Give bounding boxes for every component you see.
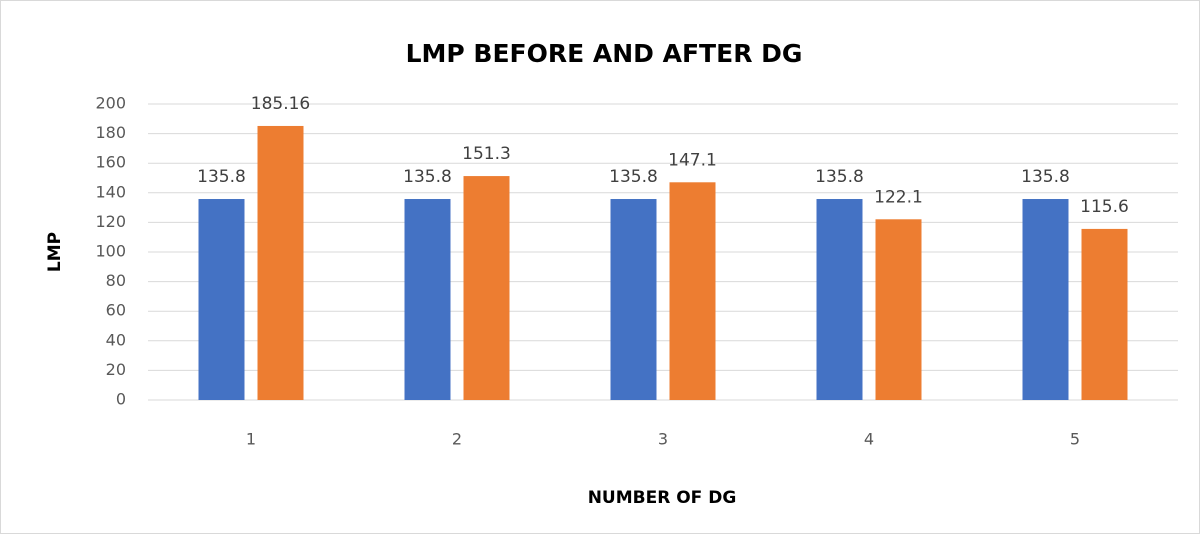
data-label: 135.8 — [609, 167, 658, 187]
bar — [1022, 199, 1069, 400]
data-label: 115.6 — [1080, 197, 1129, 217]
bar — [198, 199, 245, 400]
y-tick-label: 160 — [95, 153, 126, 172]
data-label: 135.8 — [403, 167, 452, 187]
y-tick-label: 60 — [106, 301, 126, 320]
bar — [463, 176, 510, 400]
y-tick-label: 20 — [106, 360, 126, 379]
data-label: 147.1 — [668, 150, 717, 170]
data-label: 135.8 — [815, 167, 864, 187]
y-tick-label: 100 — [95, 242, 126, 261]
bar — [669, 182, 716, 400]
y-tick-label: 40 — [106, 330, 126, 349]
y-tick-label: 180 — [95, 123, 126, 142]
x-tick-label: 4 — [864, 430, 874, 449]
data-label: 135.8 — [1021, 167, 1070, 187]
data-label: 185.16 — [251, 94, 310, 114]
data-label: 151.3 — [462, 144, 511, 164]
bar — [404, 199, 451, 400]
y-axis-label: LMP — [45, 232, 65, 272]
x-axis-label: NUMBER OF DG — [588, 488, 737, 508]
bar — [816, 199, 863, 400]
bar — [610, 199, 657, 400]
y-tick-label: 120 — [95, 212, 126, 231]
y-tick-label: 80 — [106, 271, 126, 290]
y-tick-label: 140 — [95, 182, 126, 201]
data-label: 122.1 — [874, 187, 923, 207]
bar — [257, 125, 304, 401]
data-label: 135.8 — [197, 167, 246, 187]
x-tick-label: 2 — [452, 430, 462, 449]
y-tick-label: 200 — [95, 94, 126, 113]
bar — [1081, 228, 1128, 400]
x-tick-label: 3 — [658, 430, 668, 449]
y-tick-label: 0 — [116, 390, 126, 409]
x-tick-label: 5 — [1070, 430, 1080, 449]
chart-title: LMP BEFORE AND AFTER DG — [406, 39, 803, 68]
bar — [875, 219, 922, 400]
x-tick-label: 1 — [246, 430, 256, 449]
